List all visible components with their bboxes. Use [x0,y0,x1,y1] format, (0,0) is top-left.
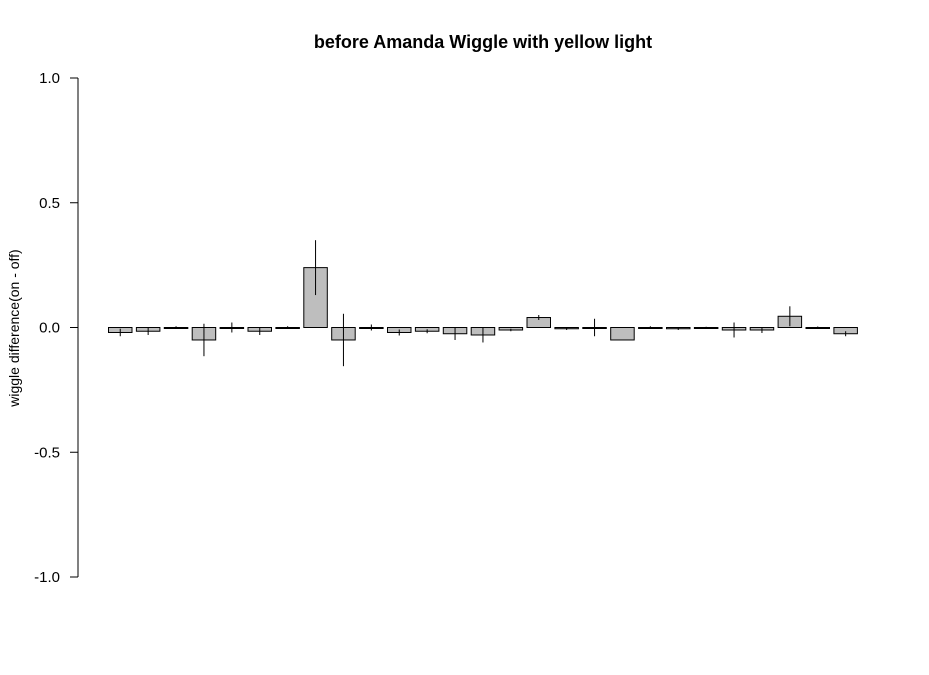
y-axis: -1.0 -0.5 0.0 0.5 1.0 [34,70,79,586]
y-tick-label: 0.0 [39,320,60,337]
y-tick-label: -0.5 [34,444,60,461]
bar [610,327,635,341]
y-tick-label: 1.0 [39,70,60,87]
error-bars-group [119,240,847,367]
y-axis-title: wiggle difference(on - off) [6,249,22,407]
y-tick-label: 0.5 [39,195,60,212]
y-tick-label: -1.0 [34,569,60,586]
chart-title: before Amanda Wiggle with yellow light [314,32,652,52]
